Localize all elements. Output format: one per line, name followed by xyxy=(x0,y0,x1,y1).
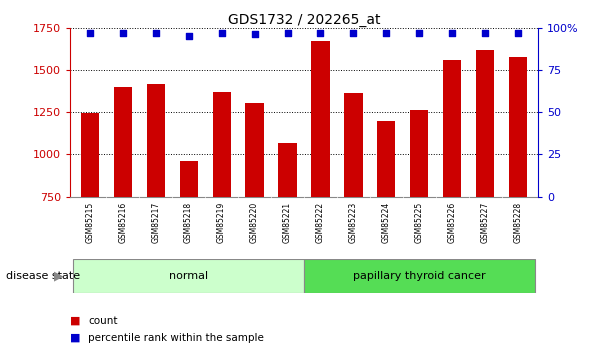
FancyBboxPatch shape xyxy=(304,259,535,293)
Text: count: count xyxy=(88,316,118,326)
Text: GSM85221: GSM85221 xyxy=(283,201,292,243)
FancyBboxPatch shape xyxy=(73,259,304,293)
Bar xyxy=(476,50,494,197)
Text: GSM85227: GSM85227 xyxy=(481,201,490,243)
Bar xyxy=(311,41,330,197)
Text: GSM85218: GSM85218 xyxy=(184,201,193,243)
Point xyxy=(216,30,226,36)
Text: GSM85228: GSM85228 xyxy=(514,201,523,243)
Text: GSM85220: GSM85220 xyxy=(250,201,259,243)
Point xyxy=(316,30,325,36)
Point xyxy=(447,30,457,36)
Point xyxy=(382,30,392,36)
Bar xyxy=(344,93,362,197)
Bar xyxy=(443,60,461,197)
Bar xyxy=(378,120,395,197)
Text: disease state: disease state xyxy=(6,271,80,281)
Point xyxy=(118,30,128,36)
Bar xyxy=(278,144,297,197)
Point xyxy=(250,32,260,37)
Bar xyxy=(147,84,165,197)
Point xyxy=(151,30,161,36)
Text: GSM85225: GSM85225 xyxy=(415,201,424,243)
Bar xyxy=(213,92,230,197)
Text: GSM85224: GSM85224 xyxy=(382,201,391,243)
Text: ■: ■ xyxy=(70,316,80,326)
Text: GSM85215: GSM85215 xyxy=(85,201,94,243)
Point xyxy=(283,30,292,36)
Text: GSM85222: GSM85222 xyxy=(316,201,325,243)
Point xyxy=(480,30,490,36)
Text: ▶: ▶ xyxy=(54,269,64,283)
Point xyxy=(85,30,95,36)
Point xyxy=(513,30,523,36)
Bar xyxy=(81,113,98,197)
Text: percentile rank within the sample: percentile rank within the sample xyxy=(88,333,264,343)
Title: GDS1732 / 202265_at: GDS1732 / 202265_at xyxy=(228,12,380,27)
Bar xyxy=(410,110,429,197)
Text: ■: ■ xyxy=(70,333,80,343)
Bar xyxy=(246,103,264,197)
Point xyxy=(184,33,193,39)
Text: normal: normal xyxy=(169,271,208,281)
Text: GSM85223: GSM85223 xyxy=(349,201,358,243)
Text: papillary thyroid cancer: papillary thyroid cancer xyxy=(353,271,486,281)
Point xyxy=(348,30,358,36)
Text: GSM85226: GSM85226 xyxy=(448,201,457,243)
Text: GSM85216: GSM85216 xyxy=(118,201,127,243)
Point xyxy=(415,30,424,36)
Bar xyxy=(114,87,132,197)
Text: GSM85219: GSM85219 xyxy=(217,201,226,243)
Text: GSM85217: GSM85217 xyxy=(151,201,160,243)
Bar xyxy=(179,161,198,197)
Bar xyxy=(510,57,527,197)
